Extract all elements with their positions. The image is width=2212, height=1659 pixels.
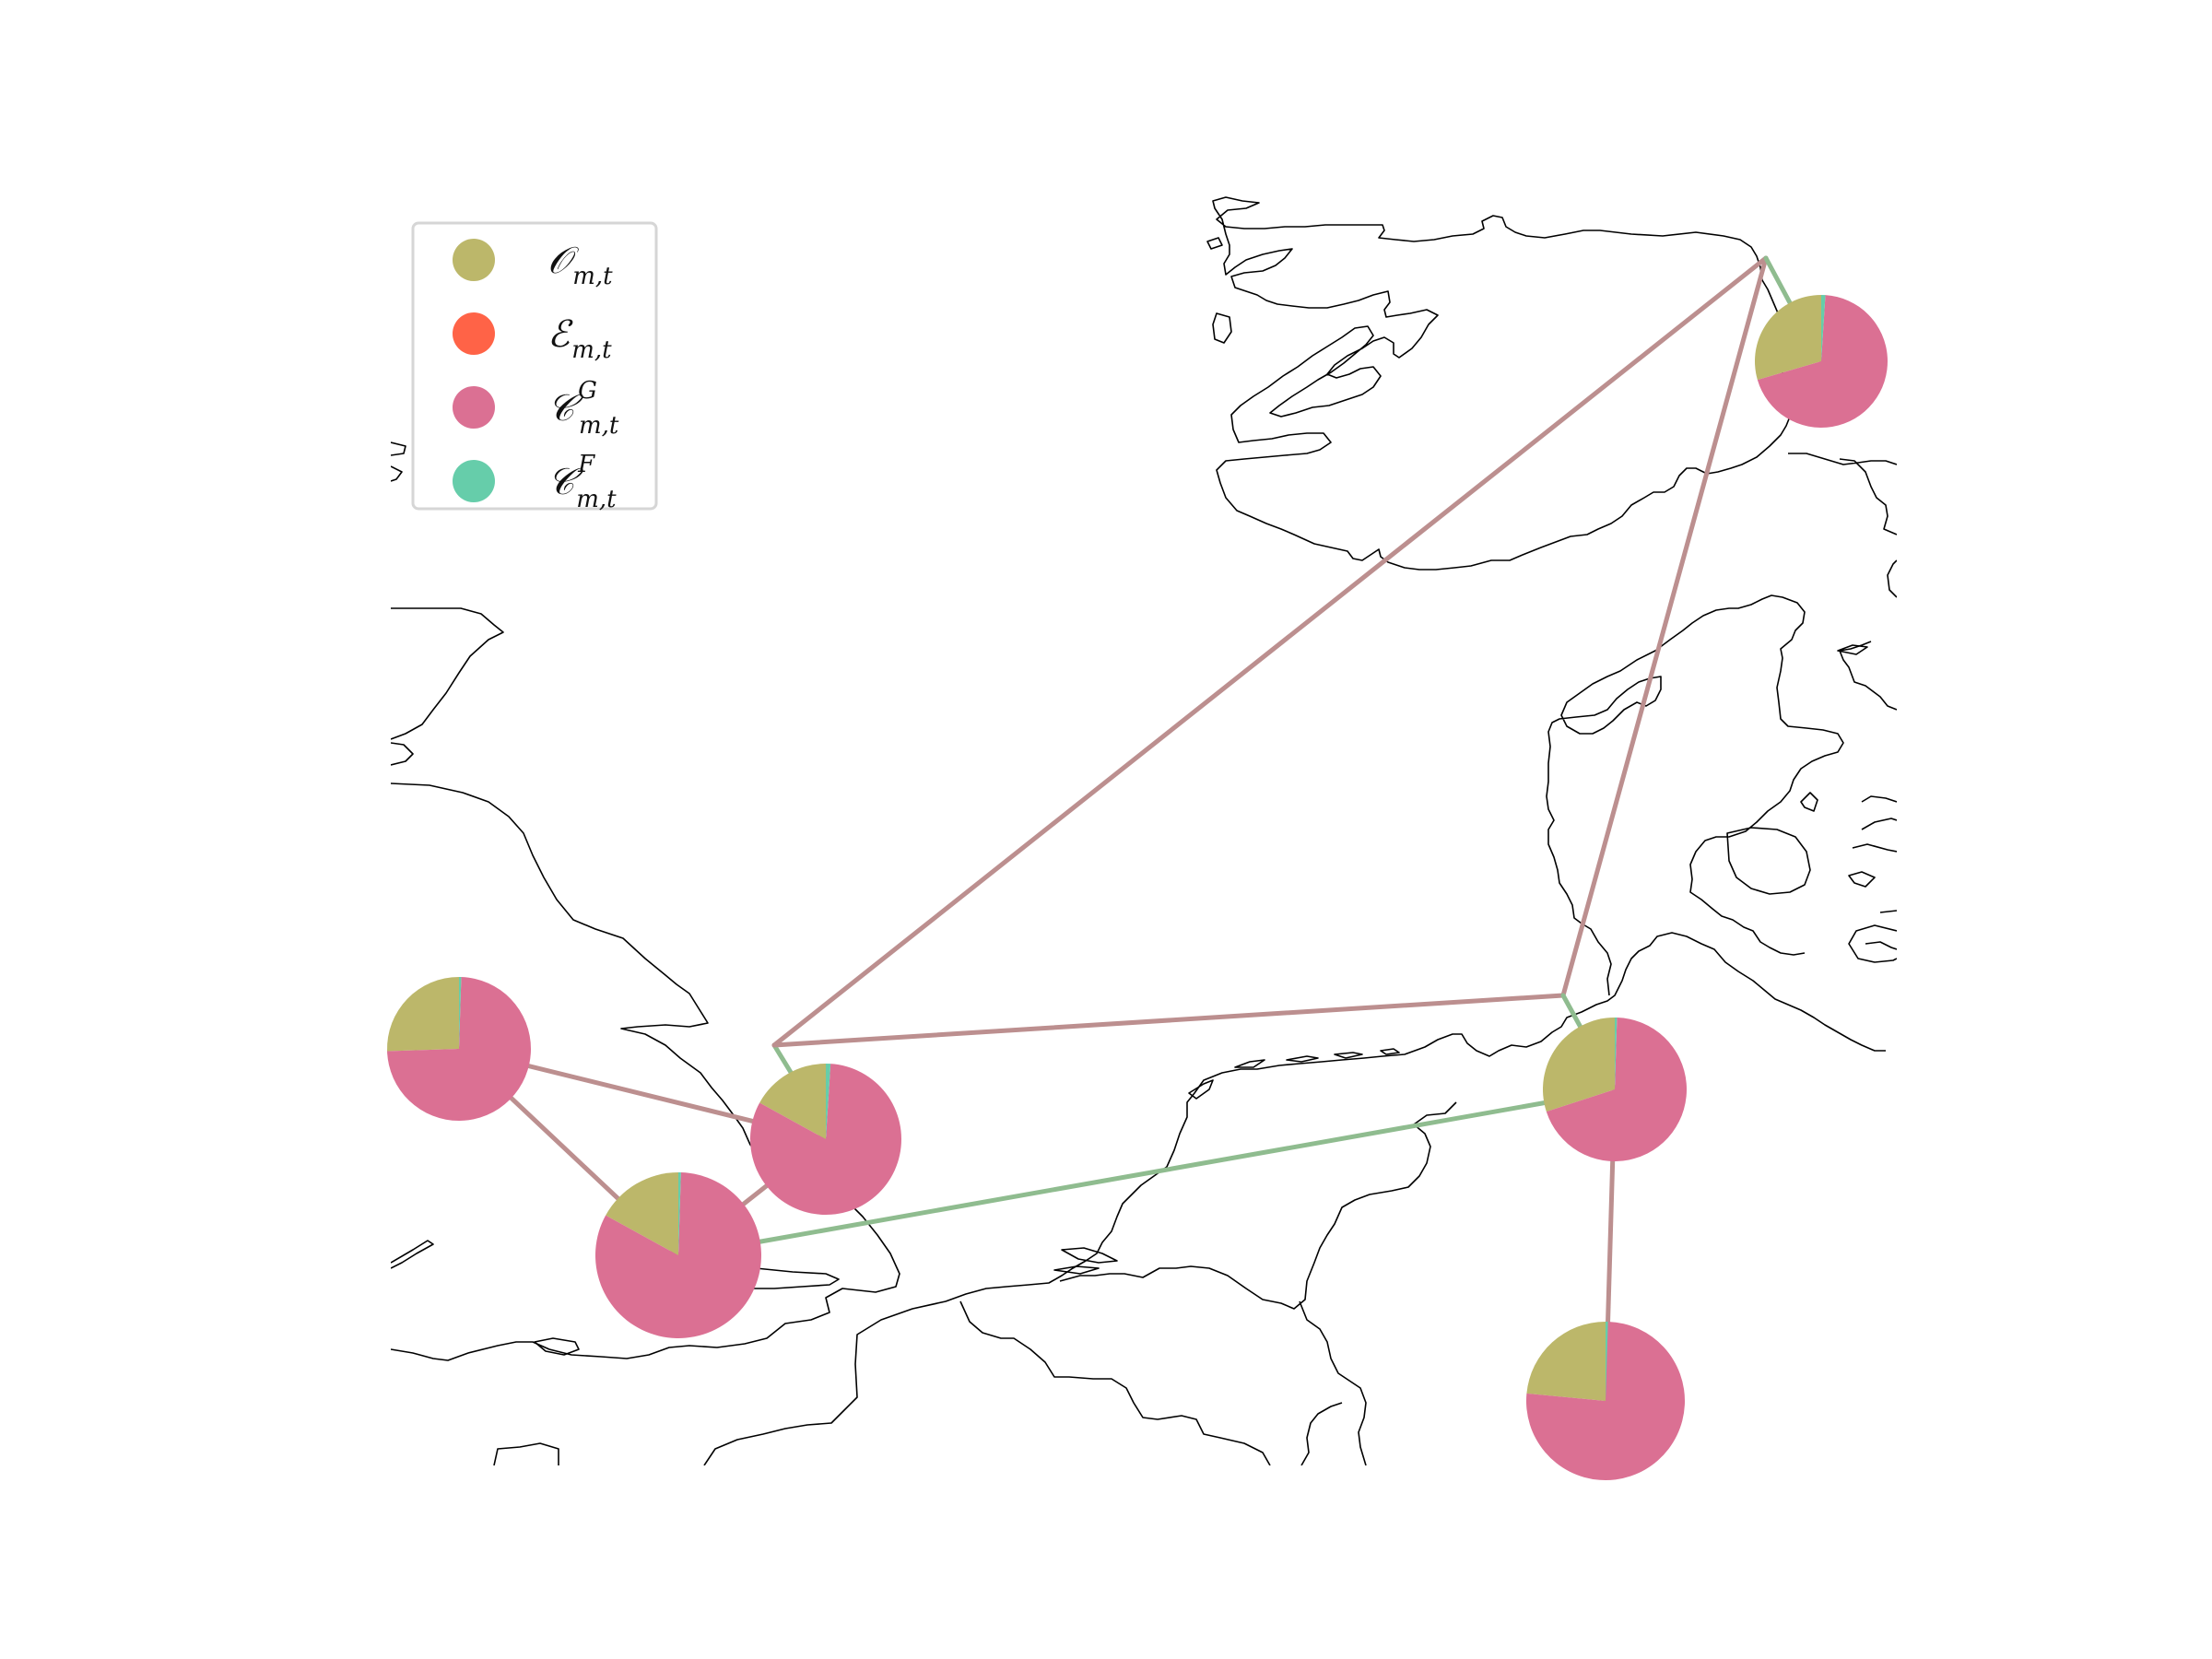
link-north-sea-hub-east-to-north-sea-hub-north — [1560, 255, 1769, 998]
pie-slice-uk-east-coast-CG — [750, 1064, 901, 1215]
pie-slice-germany-north-O — [1543, 1018, 1615, 1112]
legend-label-sub: m,t — [576, 486, 617, 513]
legend-marker-E — [453, 312, 495, 355]
norway-coast — [1212, 196, 1794, 571]
funen-island — [1726, 827, 1811, 895]
pie-slice-germany-north-CF — [1615, 1018, 1618, 1089]
legend-entry-E: ℰm,t — [453, 312, 612, 364]
continental-coast — [703, 932, 1886, 1465]
zealand-coast — [1848, 924, 1897, 963]
link-north-sea-hub-west-to-north-sea-hub-east — [771, 993, 1566, 1048]
isle-of-wight — [534, 1337, 580, 1356]
pie-slice-uk-south-east-CF — [678, 1172, 681, 1255]
legend-label-sub: m,t — [579, 412, 619, 440]
pie-slice-uk-south-east-CG — [595, 1172, 761, 1339]
frisian-islands — [1188, 1048, 1400, 1100]
channel-island-fragment — [493, 1442, 559, 1465]
pie-uk-south-east[interactable] — [595, 1172, 761, 1339]
pie-slice-uk-east-coast-CF — [826, 1064, 831, 1139]
coastline-layer — [391, 196, 1897, 1465]
nodes-layer — [387, 295, 1888, 1481]
pie-slice-norway-south-O — [1755, 295, 1821, 381]
legend-label-sub: m,t — [571, 336, 612, 364]
pie-germany-north[interactable] — [1543, 1018, 1688, 1161]
pie-slice-uk-south-east-O — [606, 1172, 678, 1255]
pie-slice-germany-north-CG — [1546, 1018, 1688, 1161]
legend-marker-CF — [453, 460, 495, 502]
pie-uk-east-coast[interactable] — [750, 1064, 901, 1215]
pie-slice-uk-north-CF — [459, 977, 462, 1049]
legend-label-sub: m,t — [572, 263, 613, 290]
pie-germany-west[interactable] — [1526, 1322, 1686, 1481]
rhine-delta — [1053, 1247, 1118, 1275]
pie-slice-germany-west-O — [1526, 1322, 1606, 1401]
norway-inner-fjord — [1206, 237, 1232, 344]
pie-slice-norway-south-CF — [1821, 295, 1826, 361]
denmark-coast — [1546, 594, 1844, 996]
legend-label-E: ℰm,t — [547, 313, 612, 364]
pie-uk-north[interactable] — [387, 977, 531, 1121]
link-north-sea-hub-west-to-north-sea-hub-north — [771, 255, 1769, 1048]
legend-label-sup: G — [578, 377, 597, 405]
sweden-coast — [1788, 453, 1897, 711]
pie-slice-germany-west-CF — [1606, 1322, 1608, 1401]
great-britain-coast — [391, 607, 900, 1361]
legend-label-sup: F — [577, 451, 595, 478]
pie-slice-uk-north-O — [387, 977, 459, 1052]
legend-marker-O — [453, 239, 495, 281]
belgium-netherlands-border — [959, 1101, 1457, 1465]
legend-marker-CG — [453, 386, 495, 429]
pie-slice-germany-west-CG — [1526, 1322, 1686, 1481]
pie-norway-south[interactable] — [1755, 295, 1888, 428]
link-uk-south-east-to-germany-north — [753, 1098, 1560, 1245]
legend-label-base: ℰ — [547, 313, 573, 356]
danish-islands — [1800, 644, 1897, 950]
pie-slice-uk-east-coast-O — [759, 1064, 826, 1139]
pie-slice-norway-south-CG — [1757, 295, 1888, 428]
legend-frame — [411, 221, 658, 511]
pie-slice-uk-north-CG — [387, 977, 531, 1121]
